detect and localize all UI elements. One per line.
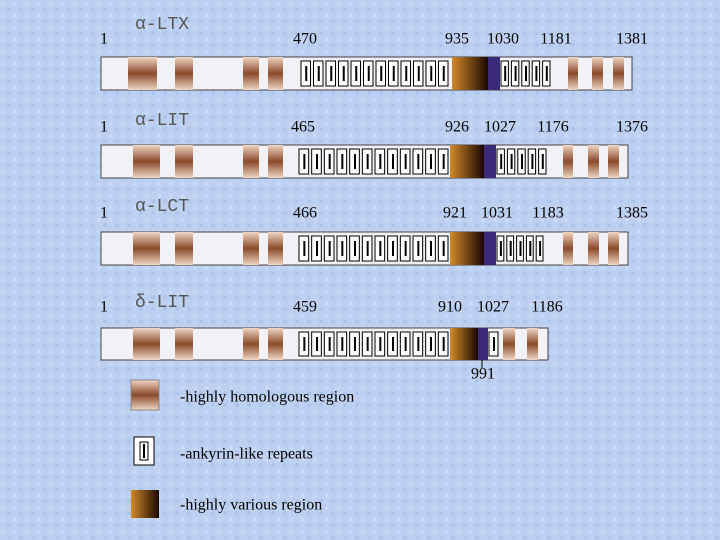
homologous-region (133, 328, 160, 360)
homologous-region (131, 380, 159, 410)
position-label: 465 (291, 119, 315, 136)
purple-region (478, 328, 488, 360)
protein-name: δ-LIT (135, 293, 189, 313)
homologous-region (175, 232, 193, 265)
purple-region (488, 57, 500, 90)
position-label: 1 (100, 31, 108, 48)
position-label: 1181 (540, 31, 571, 48)
homologous-region (268, 145, 283, 178)
position-label: 926 (445, 119, 469, 136)
various-region (450, 145, 484, 178)
position-label: 1385 (616, 205, 648, 222)
legend-label: -highly homologous region (180, 389, 354, 406)
position-label: 470 (293, 31, 317, 48)
purple-region (484, 232, 496, 265)
homologous-region (175, 328, 193, 360)
position-label: 1381 (616, 31, 648, 48)
position-label: 1376 (616, 119, 648, 136)
various-region (450, 328, 478, 360)
position-label: 1186 (531, 299, 562, 316)
homologous-region (503, 328, 515, 360)
various-region (131, 490, 159, 518)
homologous-region (563, 232, 573, 265)
homologous-region (268, 232, 283, 265)
various-region (452, 57, 488, 90)
position-label: 459 (293, 299, 317, 316)
homologous-region (175, 145, 193, 178)
legend-frame (130, 379, 160, 411)
position-label: 910 (438, 299, 462, 316)
position-label: 1 (100, 205, 108, 222)
homologous-region (268, 328, 283, 360)
homologous-region (568, 57, 578, 90)
position-label: 935 (445, 31, 469, 48)
protein-name: α-LIT (135, 111, 189, 131)
position-label: 1027 (477, 299, 509, 316)
homologous-region (613, 57, 624, 90)
position-label: 1030 (487, 31, 519, 48)
homologous-region (133, 232, 160, 265)
position-label: 1183 (532, 205, 563, 222)
homologous-region (243, 328, 259, 360)
position-label: 1176 (537, 119, 568, 136)
homologous-region (243, 232, 259, 265)
protein-name: α-LCT (135, 197, 189, 217)
various-region (450, 232, 484, 265)
content: α-LTX 1 470 935 1030 1181 1381 α-LIT 1 465 926 1027… (100, 15, 648, 518)
homologous-region (243, 57, 259, 90)
homologous-region (608, 232, 619, 265)
homologous-region (527, 328, 538, 360)
position-label: 1 (100, 119, 108, 136)
homologous-region (133, 145, 160, 178)
position-label: 921 (443, 205, 467, 222)
purple-region (484, 145, 496, 178)
position-label: 991 (471, 366, 495, 383)
homologous-region (592, 57, 603, 90)
homologous-region (608, 145, 619, 178)
protein-name: α-LTX (135, 15, 189, 35)
homologous-region (588, 232, 599, 265)
legend-label: -highly various region (180, 497, 322, 514)
position-label: 1027 (484, 119, 516, 136)
position-label: 1 (100, 299, 108, 316)
legend-label: -ankyrin-like repeats (180, 446, 313, 463)
homologous-region (268, 57, 283, 90)
position-label: 1031 (481, 205, 513, 222)
homologous-region (128, 57, 157, 90)
homologous-region (588, 145, 599, 178)
homologous-region (243, 145, 259, 178)
position-label: 466 (293, 205, 317, 222)
homologous-region (175, 57, 193, 90)
homologous-region (563, 145, 573, 178)
